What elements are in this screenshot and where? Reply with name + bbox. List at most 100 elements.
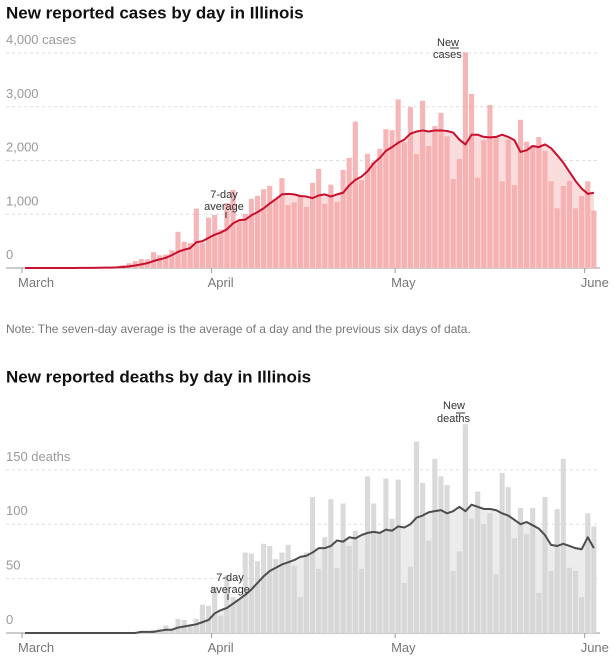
bar (309, 182, 316, 268)
bar (542, 150, 548, 268)
bar (487, 513, 493, 633)
bar (560, 458, 566, 633)
bar (352, 530, 358, 633)
bar (199, 604, 205, 633)
bar (456, 158, 462, 268)
bar (499, 181, 505, 268)
bar (542, 497, 548, 633)
bar (475, 491, 481, 633)
bar (413, 153, 420, 268)
bar (566, 567, 572, 633)
bar (579, 195, 585, 268)
bar (560, 185, 566, 268)
bar (303, 206, 309, 268)
bar (426, 540, 432, 633)
bar (316, 169, 322, 268)
annotation: 7-day (210, 189, 238, 201)
bar (487, 105, 493, 269)
bar (169, 629, 175, 633)
bar (340, 169, 346, 268)
bar (267, 545, 273, 633)
bar (530, 507, 536, 633)
bar (536, 137, 542, 268)
bar (462, 424, 468, 633)
bar (481, 140, 487, 268)
bar (248, 198, 254, 268)
bar (401, 582, 407, 633)
bar (493, 137, 499, 268)
x-tick-label: June (581, 640, 609, 655)
y-tick-label: 1,000 (6, 193, 39, 208)
bar (279, 178, 285, 268)
bar (591, 526, 597, 633)
bar (420, 100, 426, 268)
x-tick-label: May (391, 640, 416, 655)
x-tick-label: March (18, 640, 54, 655)
bar (371, 161, 377, 268)
note: Note: The seven-day average is the avera… (6, 322, 471, 336)
bar (334, 567, 340, 633)
bar (548, 181, 554, 268)
bar (181, 241, 187, 268)
bar (297, 597, 303, 633)
bar (230, 597, 236, 633)
bar (585, 513, 591, 633)
bar (273, 559, 279, 633)
bar (297, 195, 303, 268)
bar (530, 145, 536, 268)
bar (395, 99, 401, 268)
bar (468, 93, 475, 268)
bar (212, 215, 218, 268)
bar (377, 148, 383, 268)
annotation: cases (433, 49, 462, 61)
bar (334, 201, 340, 268)
x-tick-label: April (208, 275, 234, 290)
x-tick-label: May (391, 275, 416, 290)
bar (444, 136, 450, 268)
bar (316, 568, 322, 633)
chart-title: New reported deaths by day in Illinois (6, 367, 311, 386)
bar (377, 532, 383, 633)
bar (322, 203, 328, 268)
bar (236, 599, 242, 633)
annotation: average (210, 584, 250, 596)
x-tick-label: March (18, 275, 54, 290)
bar (432, 126, 438, 268)
bar (175, 618, 181, 633)
bar (358, 568, 365, 633)
bar (175, 231, 181, 268)
bar (163, 254, 169, 268)
bar (224, 575, 230, 633)
x-tick-label: June (581, 275, 609, 290)
bar (450, 179, 456, 268)
bar (413, 441, 420, 633)
bar (517, 119, 524, 268)
bar (505, 487, 511, 633)
y-tick-label: 150 deaths (6, 449, 71, 464)
bar (517, 507, 524, 633)
x-tick-label: April (208, 640, 234, 655)
y-tick-label: 0 (6, 612, 13, 627)
bar (444, 485, 450, 633)
bar (566, 180, 572, 268)
bar (346, 157, 352, 268)
bar (548, 570, 554, 633)
annotation: deaths (437, 413, 471, 425)
bar (352, 121, 358, 268)
bar (236, 219, 242, 268)
bar (285, 544, 291, 633)
bar (389, 518, 395, 633)
bar (218, 615, 224, 633)
chart-title: New reported cases by day in Illinois (6, 3, 304, 22)
bar (254, 561, 261, 633)
bar (572, 208, 579, 268)
bar (273, 198, 279, 268)
bar (358, 180, 365, 268)
bar (511, 538, 517, 633)
bar (291, 565, 297, 633)
bar (157, 255, 163, 268)
y-tick-label: 0 (6, 247, 13, 262)
bar (340, 503, 346, 633)
bar (365, 153, 371, 268)
